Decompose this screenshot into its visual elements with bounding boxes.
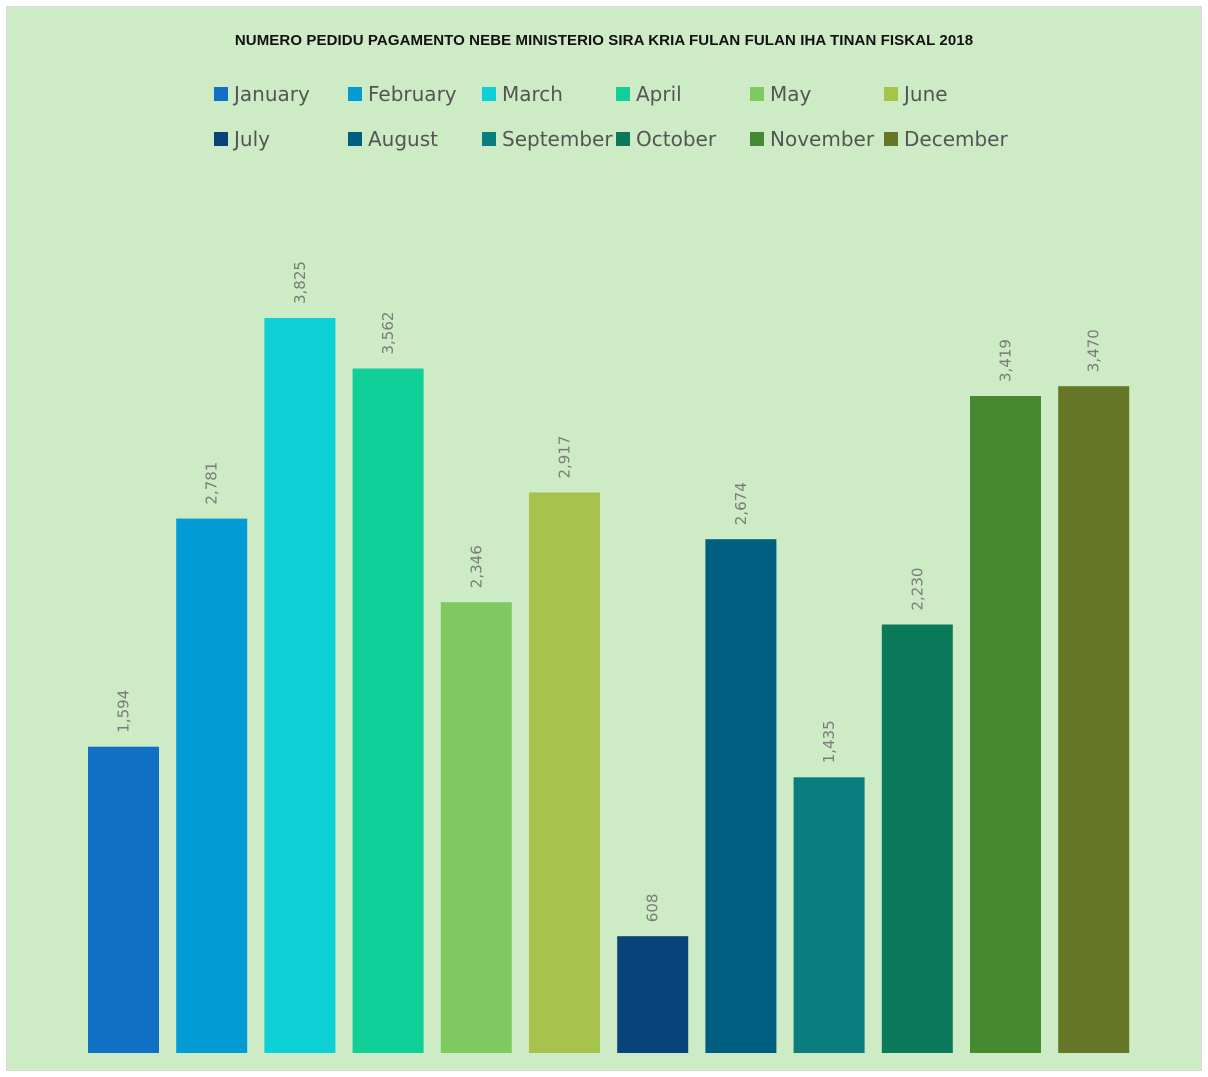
bar-june (529, 492, 600, 1053)
bar-february (176, 518, 248, 1053)
data-label-november: 3,419 (997, 339, 1015, 382)
legend-label: September (502, 127, 613, 151)
data-label-october: 2,230 (908, 568, 926, 611)
legend-label: January (234, 82, 310, 106)
bar-january (88, 746, 159, 1053)
legend-swatch (616, 132, 630, 146)
legend-label: February (368, 82, 457, 106)
data-label-may: 2,346 (467, 545, 485, 588)
legend-swatch (348, 132, 362, 146)
legend-item-july: July (214, 126, 270, 152)
legend-item-september: September (482, 126, 613, 152)
legend-swatch (214, 132, 228, 146)
data-label-january: 1,594 (115, 690, 133, 733)
legend-item-march: March (482, 81, 563, 107)
data-label-april: 3,562 (379, 312, 397, 355)
bar-november (970, 396, 1041, 1053)
legend-label: October (636, 127, 717, 151)
legend-item-february: February (348, 81, 457, 107)
legend-swatch (482, 132, 496, 146)
legend-swatch (750, 132, 764, 146)
chart-title: NUMERO PEDIDU PAGAMENTO NEBE MINISTERIO … (234, 32, 974, 49)
data-label-june: 2,917 (556, 436, 574, 479)
data-label-december: 3,470 (1085, 329, 1103, 372)
bar-december (1058, 386, 1130, 1053)
bar-october (881, 624, 953, 1053)
legend-label: November (770, 127, 875, 151)
legend-item-november: November (750, 126, 874, 152)
bar-september (793, 777, 865, 1053)
legend-item-april: April (616, 81, 682, 107)
legend-swatch (616, 87, 630, 101)
legend-item-january: January (214, 81, 310, 107)
chart-legend: January February March April May June July Augu… (0, 0, 1208, 170)
legend-swatch (884, 132, 898, 146)
bar-april (352, 368, 424, 1053)
legend-item-august: August (348, 126, 438, 152)
data-label-september: 1,435 (820, 720, 838, 763)
legend-label: July (234, 127, 270, 151)
legend-label: August (368, 127, 438, 151)
legend-swatch (348, 87, 362, 101)
legend-item-october: October (616, 126, 716, 152)
bar-may (440, 602, 512, 1053)
bar-july (617, 936, 689, 1053)
legend-item-december: December (884, 126, 1008, 152)
data-label-august: 2,674 (732, 482, 750, 525)
data-label-february: 2,781 (203, 462, 221, 505)
legend-label: May (770, 82, 812, 106)
legend-swatch (750, 87, 764, 101)
bar-august (705, 539, 777, 1053)
legend-swatch (214, 87, 228, 101)
legend-label: April (636, 82, 682, 106)
legend-swatch (482, 87, 496, 101)
bar-march (264, 318, 336, 1053)
legend-label: December (904, 127, 1008, 151)
legend-label: March (502, 82, 563, 106)
data-label-march: 3,825 (291, 261, 309, 304)
legend-item-june: June (884, 81, 948, 107)
legend-label: June (904, 82, 948, 106)
data-label-july: 608 (644, 894, 662, 923)
legend-item-may: May (750, 81, 811, 107)
legend-swatch (884, 87, 898, 101)
